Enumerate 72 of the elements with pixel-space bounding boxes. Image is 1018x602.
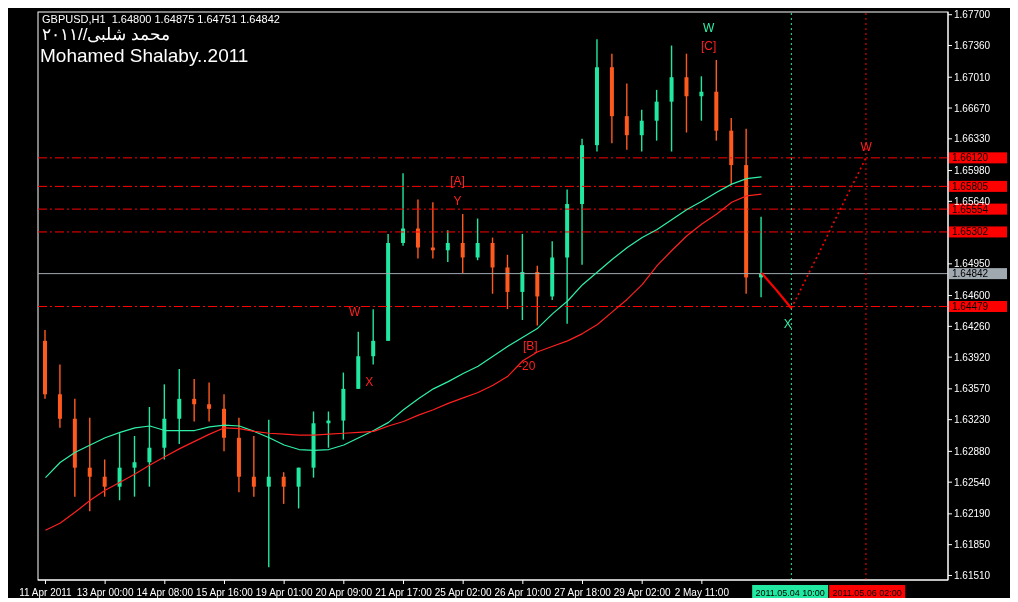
x-tick-label: 2011.05.06 02:00	[832, 588, 902, 598]
candlestick	[520, 233, 525, 321]
candlestick	[87, 417, 92, 512]
y-tick-label: 1.63570	[954, 383, 991, 395]
candlestick	[371, 308, 376, 366]
candlestick	[654, 89, 659, 142]
y-tick-label: 1.66670	[954, 102, 991, 114]
annotation: W	[349, 304, 361, 319]
x-tick-label: 20 Apr 09:00	[315, 587, 373, 598]
ref-line-label: 1.64842	[952, 268, 989, 280]
y-tick-label: 1.67010	[954, 71, 991, 83]
y-tick-label: 1.64260	[954, 320, 991, 332]
ref-line-label: 1.65805	[952, 180, 989, 192]
x-tick-label: 29 Apr 02:00	[613, 587, 671, 598]
candlestick	[192, 378, 197, 423]
candlestick	[117, 432, 122, 501]
candlestick	[102, 458, 107, 498]
x-tick-label: 14 Apr 08:00	[136, 587, 194, 598]
y-tick-label: 1.64950	[954, 258, 991, 270]
annotation: [C]	[700, 38, 717, 53]
annotation: [B]	[522, 338, 538, 353]
annotation: W	[860, 139, 872, 154]
y-tick-label: 1.61850	[954, 539, 991, 551]
ref-line-label: 1.66120	[952, 152, 989, 164]
line-series	[44, 193, 763, 531]
annotation: W	[702, 20, 715, 35]
x-tick-label: 25 Apr 02:00	[434, 587, 492, 598]
y-tick-label: 1.66330	[954, 133, 991, 145]
candlestick	[207, 381, 212, 423]
text: محمد شلبى//٢٠١١	[42, 25, 171, 45]
y-tick-label: 1.61510	[954, 570, 991, 582]
candlestick	[475, 217, 480, 261]
y-tick-label: 1.64600	[954, 290, 991, 302]
ref-line-label: 1.64479	[952, 301, 989, 313]
candlestick	[281, 471, 286, 505]
y-tick-label: 1.63920	[954, 351, 991, 363]
x-tick-label: 26 Apr 10:00	[494, 587, 552, 598]
line-series	[44, 176, 763, 479]
annotation: Y	[453, 193, 462, 208]
candlestick	[684, 52, 689, 134]
y-tick-label: 1.67360	[954, 40, 991, 52]
y-tick-label: 1.67700	[954, 9, 991, 21]
y-tick-label: 1.63230	[954, 414, 991, 426]
candlestick	[251, 435, 256, 498]
x-tick-label: 11 Apr 2011	[19, 587, 73, 598]
y-tick-label: 1.62540	[954, 476, 991, 488]
annotation: X	[783, 316, 792, 331]
annotation: X	[365, 374, 374, 389]
y-tick-label: 1.62880	[954, 445, 991, 457]
chart-title: GBPUSD,H1 1.64800 1.64875 1.64751 1.64842	[42, 13, 280, 26]
candlestick	[177, 368, 182, 445]
candlestick	[445, 229, 450, 263]
candlestick	[639, 109, 644, 153]
x-tick-label: 27 Apr 18:00	[554, 587, 612, 598]
x-tick-label: 21 Apr 17:00	[375, 587, 433, 598]
candlestick	[132, 435, 137, 498]
x-tick-label: 2011.05.04 10:00	[755, 588, 825, 598]
annotation: Mohamed Shalaby..2011	[40, 45, 249, 67]
y-tick-label: 1.62190	[954, 508, 991, 520]
candlestick	[460, 213, 465, 274]
candlestick	[147, 406, 152, 488]
candlestick	[266, 418, 271, 569]
x-tick-label: 19 Apr 01:00	[255, 587, 313, 598]
x-tick-label: 15 Apr 16:00	[196, 587, 254, 598]
candlestick	[624, 82, 629, 151]
y-tick-label: 1.65980	[954, 165, 991, 177]
x-tick-label: 2 May 11:00	[674, 587, 730, 598]
x-tick-label: 13 Apr 00:00	[76, 587, 134, 598]
candlestick	[296, 466, 301, 510]
annotation: -20	[517, 358, 536, 373]
annotation: [A]	[450, 173, 465, 188]
ref-line-label: 1.65302	[952, 226, 989, 238]
